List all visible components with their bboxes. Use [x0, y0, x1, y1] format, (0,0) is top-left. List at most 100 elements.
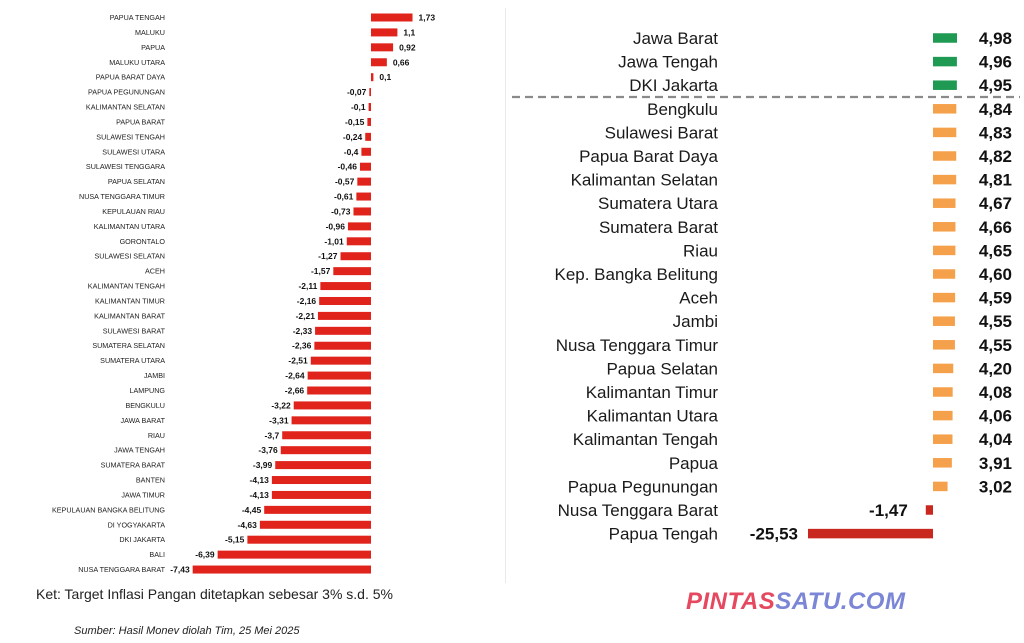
- source-credit: Sumber: Hasil Monev diolah Tim, 25 Mei 2…: [74, 625, 300, 637]
- right-category-label: Papua Barat Daya: [579, 147, 718, 166]
- left-bar: [368, 103, 371, 112]
- left-value-label: -0,1: [351, 102, 366, 112]
- right-bar: [925, 505, 933, 515]
- left-bar: [259, 520, 371, 529]
- right-bar: [933, 80, 957, 90]
- left-bar: [371, 28, 398, 37]
- right-bar: [933, 340, 955, 350]
- left-bar: [333, 267, 371, 276]
- left-bar: [310, 356, 371, 365]
- left-bar: [371, 73, 374, 82]
- left-value-label: -2,64: [285, 371, 305, 381]
- right-category-label: Papua Tengah: [609, 525, 718, 544]
- left-value-label: -3,76: [258, 445, 278, 455]
- left-value-label: -4,63: [238, 520, 258, 530]
- left-bar: [291, 416, 371, 425]
- left-value-label: -4,45: [242, 505, 262, 515]
- left-bar: [320, 282, 371, 291]
- panel-divider: [505, 8, 506, 583]
- left-bar: [293, 401, 371, 410]
- right-value-label: 4,82: [979, 147, 1012, 166]
- left-category-label: SUMATERA SELATAN: [92, 341, 165, 350]
- left-bar: [307, 386, 371, 395]
- right-value-label: 4,84: [979, 100, 1013, 119]
- right-value-label: 4,83: [979, 123, 1012, 142]
- left-category-label: JAWA TIMUR: [121, 490, 165, 499]
- left-category-label: PAPUA BARAT DAYA: [96, 73, 165, 82]
- left-category-label: JAWA BARAT: [121, 416, 166, 425]
- left-bar: [371, 43, 394, 52]
- left-bar: [275, 461, 371, 470]
- right-value-label: 4,96: [979, 53, 1012, 72]
- left-category-label: SUMATERA UTARA: [100, 356, 165, 365]
- right-category-label: Jawa Barat: [633, 29, 718, 48]
- left-value-label: -0,07: [347, 87, 367, 97]
- right-category-label: Kalimantan Selatan: [571, 171, 718, 190]
- right-value-label: 4,81: [979, 171, 1012, 190]
- right-value-label: 4,66: [979, 218, 1012, 237]
- left-value-label: -0,4: [344, 147, 359, 157]
- right-category-label: Sumatera Utara: [598, 194, 719, 213]
- left-category-label: ACEH: [145, 267, 165, 276]
- left-category-label: BENGKULU: [125, 401, 165, 410]
- right-bar: [933, 434, 953, 444]
- left-category-label: KEPULAUAN RIAU: [102, 207, 165, 216]
- left-category-label: NUSA TENGGARA BARAT: [78, 565, 165, 574]
- left-bar: [371, 58, 387, 67]
- left-category-label: SULAWESI UTARA: [102, 147, 165, 156]
- left-category-label: PAPUA TENGAH: [110, 13, 165, 22]
- left-bar: [317, 311, 371, 320]
- left-category-label: KALIMANTAN TIMUR: [95, 296, 165, 305]
- left-value-label: -0,57: [335, 177, 355, 187]
- right-bar: [933, 151, 957, 161]
- left-bar: [217, 550, 371, 559]
- right-bar: [933, 269, 956, 279]
- left-category-label: JAMBI: [144, 371, 165, 380]
- left-category-label: SULAWESI TENGAH: [96, 132, 165, 141]
- left-value-label: -0,61: [334, 192, 354, 202]
- left-value-label: -0,73: [331, 206, 351, 216]
- right-bar: [933, 198, 956, 208]
- right-value-label: 4,67: [979, 194, 1012, 213]
- right-category-label: Kep. Bangka Belitung: [554, 265, 718, 284]
- right-value-label: 4,95: [979, 76, 1012, 95]
- left-bar: [280, 446, 371, 455]
- left-bar: [192, 565, 371, 574]
- right-bar: [933, 292, 956, 303]
- site-watermark: PINTASSATU.COM: [686, 588, 906, 615]
- right-category-label: Kalimantan Utara: [587, 407, 719, 426]
- left-bar: [314, 341, 371, 350]
- left-value-label: -0,15: [345, 117, 365, 127]
- left-bar: [357, 177, 371, 186]
- left-bar: [346, 237, 371, 246]
- left-bar: [319, 296, 371, 305]
- right-category-label: Sulawesi Barat: [605, 123, 719, 142]
- left-value-label: -0,24: [343, 132, 363, 142]
- left-value-label: -4,13: [250, 475, 270, 485]
- left-category-label: DKI JAKARTA: [119, 535, 165, 544]
- right-category-label: Jawa Tengah: [618, 53, 718, 72]
- left-value-label: -0,96: [326, 221, 346, 231]
- left-bar: [307, 371, 371, 380]
- left-bar: [271, 490, 371, 499]
- right-bar: [933, 458, 952, 468]
- left-inflation-chart: PAPUA TENGAH 1,73 MALUKU 1,1 PAPUA 0,92 MALUKU…: [52, 13, 435, 575]
- left-bar: [367, 117, 371, 126]
- left-value-label: -2,51: [288, 356, 308, 366]
- right-bar: [933, 222, 956, 232]
- left-bar: [371, 13, 413, 22]
- right-bar: [933, 363, 954, 374]
- left-value-label: -3,7: [265, 430, 280, 440]
- right-inflation-chart: Jawa Barat 4,98 Jawa Tengah 4,96 DKI Jakarta…: [512, 29, 1020, 544]
- right-bar: [933, 481, 948, 492]
- left-value-label: -2,66: [285, 386, 305, 396]
- left-category-label: DI YOGYAKARTA: [108, 520, 166, 529]
- right-category-label: Kalimantan Tengah: [573, 430, 718, 449]
- left-category-label: KEPULAUAN BANGKA BELITUNG: [52, 505, 165, 514]
- right-value-label: 3,02: [979, 477, 1012, 496]
- right-value-label: 4,04: [979, 430, 1013, 449]
- right-category-label: Jambi: [673, 312, 718, 331]
- left-category-label: JAWA TENGAH: [114, 446, 165, 455]
- right-category-label: Kalimantan Timur: [586, 383, 719, 402]
- left-bar: [315, 326, 371, 335]
